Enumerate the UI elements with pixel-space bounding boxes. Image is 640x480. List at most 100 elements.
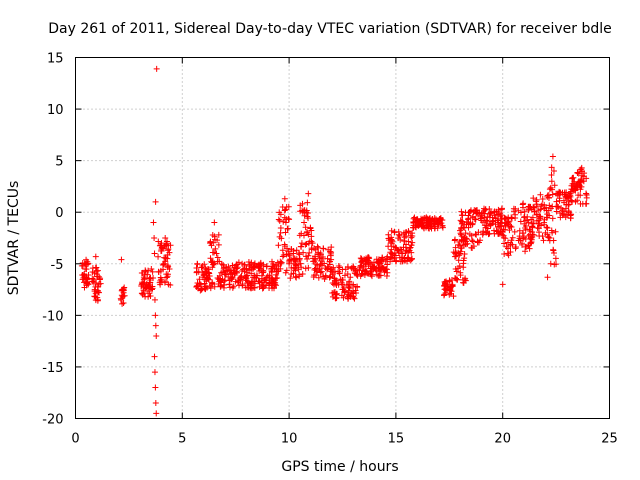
data-point (564, 211, 571, 218)
data-point (548, 164, 555, 171)
data-point (391, 229, 398, 236)
data-point (141, 271, 148, 278)
data-point (195, 268, 202, 275)
data-point (363, 268, 370, 275)
data-point (215, 231, 222, 238)
data-point (458, 212, 465, 219)
data-point (405, 229, 412, 236)
data-point (301, 212, 308, 219)
data-point (577, 200, 584, 207)
data-point (539, 195, 546, 202)
data-point (521, 208, 528, 215)
data-point (213, 250, 220, 257)
data-point (462, 230, 469, 237)
data-point (547, 184, 554, 191)
y-tick-labels: -20 -15 -10 -5 0 5 10 15 (42, 52, 63, 428)
data-point (466, 209, 473, 216)
data-point (204, 265, 211, 272)
data-point (236, 275, 243, 282)
data-point (214, 254, 221, 261)
data-point (312, 256, 319, 263)
data-point (550, 237, 557, 244)
data-point (89, 269, 96, 276)
data-point (92, 253, 99, 260)
x-tick-label: 0 (71, 432, 79, 447)
data-point (482, 206, 489, 213)
data-point (409, 233, 416, 240)
data-point (506, 227, 513, 234)
data-point (286, 260, 293, 267)
data-point (120, 285, 127, 292)
data-point (207, 285, 214, 292)
data-point (331, 274, 338, 281)
y-tick-label: -10 (42, 309, 63, 324)
data-point (563, 189, 570, 196)
data-point (163, 241, 170, 248)
data-point (572, 183, 579, 190)
data-point (382, 266, 389, 273)
data-point (371, 264, 378, 271)
data-point (509, 241, 516, 248)
data-point (304, 199, 311, 206)
data-point (207, 240, 214, 247)
data-point (237, 274, 244, 281)
data-point (408, 255, 415, 262)
data-point (475, 239, 482, 246)
data-point (354, 284, 361, 291)
data-point (484, 229, 491, 236)
data-point (546, 186, 553, 193)
data-point (300, 249, 307, 256)
data-point (301, 219, 308, 226)
data-point (401, 257, 408, 264)
data-point (269, 280, 276, 287)
data-point (308, 233, 315, 240)
data-point (508, 214, 515, 221)
data-point (409, 224, 416, 231)
data-point (243, 275, 250, 282)
data-point (316, 265, 323, 272)
data-point (94, 267, 101, 274)
data-point (556, 191, 563, 198)
data-point (367, 260, 374, 267)
data-point (349, 293, 356, 300)
data-point (286, 251, 293, 258)
data-point (544, 274, 551, 281)
data-point (196, 276, 203, 283)
data-point (78, 262, 85, 269)
data-point (537, 191, 544, 198)
data-point (317, 250, 324, 257)
data-point (155, 238, 162, 245)
data-point (431, 218, 438, 225)
data-point (457, 217, 464, 224)
data-point (542, 229, 549, 236)
x-axis-label: GPS time / hours (281, 459, 398, 475)
data-point (218, 260, 225, 267)
data-point (376, 272, 383, 279)
data-point (297, 243, 304, 250)
data-point (509, 234, 516, 241)
data-point (276, 217, 283, 224)
y-axis-label: SDTVAR / TECUs (6, 181, 22, 296)
data-point (538, 203, 545, 210)
data-point (306, 249, 313, 256)
data-point (209, 231, 216, 238)
data-point (97, 280, 104, 287)
data-point (544, 225, 551, 232)
data-point (120, 299, 127, 306)
data-point (233, 265, 240, 272)
data-point (385, 231, 392, 238)
data-point (452, 244, 459, 251)
data-point (472, 231, 479, 238)
data-point (422, 215, 429, 222)
data-point (81, 284, 88, 291)
data-point (528, 238, 535, 245)
data-point (576, 182, 583, 189)
data-point (152, 198, 159, 205)
data-point (451, 253, 458, 260)
data-point (151, 235, 158, 241)
data-point (215, 276, 222, 283)
x-tick-label: 10 (281, 432, 298, 447)
data-point (81, 270, 88, 277)
data-point (388, 227, 395, 234)
data-point (568, 188, 575, 195)
